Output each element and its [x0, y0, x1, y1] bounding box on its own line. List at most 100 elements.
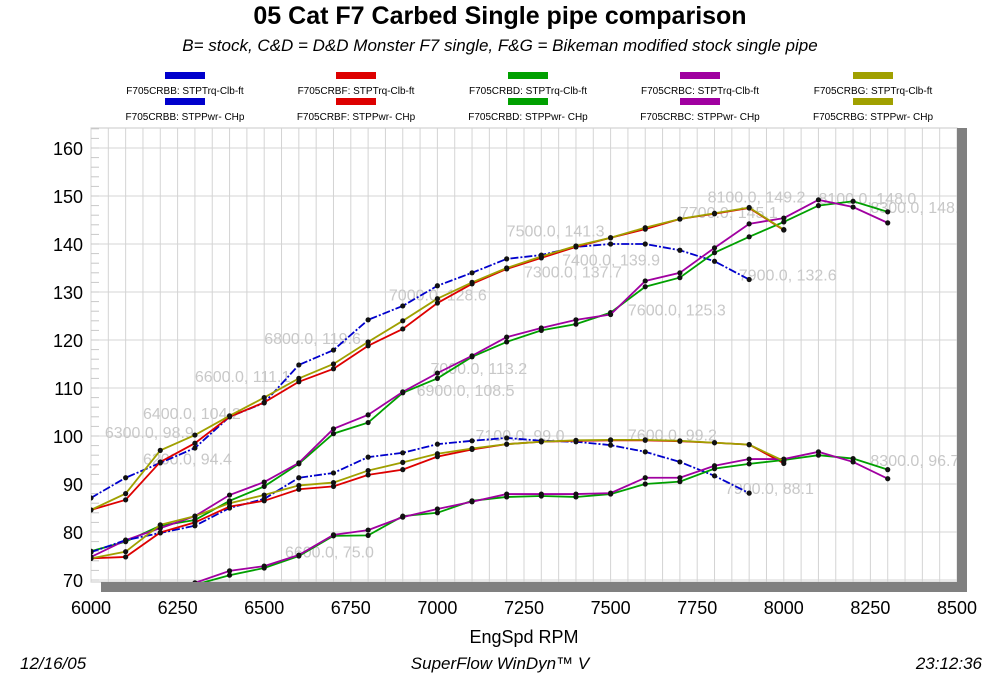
data-point	[330, 347, 337, 353]
data-point	[157, 522, 163, 528]
data-annotation: 7600.0, 125.3	[628, 303, 726, 320]
data-point	[226, 413, 233, 419]
data-point	[642, 284, 648, 290]
data-point	[192, 519, 198, 526]
data-point	[711, 245, 718, 251]
x-tick-label: 6250	[158, 598, 198, 618]
x-tick-label: 6500	[244, 598, 284, 618]
data-point	[123, 549, 129, 555]
data-point	[608, 437, 614, 443]
data-point	[850, 459, 856, 465]
data-point	[746, 461, 752, 467]
legend-swatch	[336, 98, 376, 105]
data-point	[642, 437, 648, 443]
data-point	[123, 554, 129, 560]
data-point	[746, 204, 752, 211]
data-point	[192, 440, 198, 446]
data-point	[434, 300, 440, 306]
frame-shadow-right	[957, 128, 967, 592]
data-point	[123, 537, 129, 543]
legend-label: F705CRBD: STPTrq-Clb-ft	[469, 86, 587, 97]
data-point	[677, 475, 683, 481]
data-point	[885, 220, 891, 226]
footer-time: 23:12:36	[915, 654, 982, 673]
data-point	[434, 451, 440, 457]
data-point	[434, 370, 440, 376]
data-point	[642, 241, 648, 247]
frame-shadow-bottom	[101, 582, 967, 592]
x-tick-label: 6000	[71, 598, 111, 618]
data-point	[781, 458, 787, 464]
x-tick-label: 7500	[591, 598, 631, 618]
data-point	[365, 467, 371, 474]
data-point	[815, 449, 822, 455]
data-point	[504, 334, 510, 340]
data-annotation: 8300.0, 148.9	[870, 200, 968, 217]
data-annotation: 8100.0, 148.0	[818, 191, 916, 208]
footer-date: 12/16/05	[20, 654, 87, 673]
data-point	[885, 467, 891, 473]
data-point	[469, 270, 475, 276]
data-point	[123, 491, 129, 497]
series-group	[91, 197, 891, 582]
data-point	[434, 283, 440, 289]
data-point	[573, 317, 579, 323]
chart-title: 05 Cat F7 Carbed Single pipe comparison	[253, 2, 747, 30]
legend-swatch	[853, 98, 893, 105]
data-point	[365, 317, 371, 323]
data-point	[192, 513, 198, 519]
data-point	[296, 486, 302, 492]
data-point	[330, 366, 337, 372]
data-point	[400, 303, 406, 309]
y-tick-label: 150	[53, 187, 83, 207]
data-point	[504, 435, 510, 441]
data-point	[885, 476, 891, 482]
y-tick-label: 100	[53, 427, 83, 447]
data-point	[711, 463, 718, 469]
data-point	[608, 442, 614, 448]
data-point	[815, 203, 822, 209]
data-point	[746, 456, 752, 462]
data-point	[365, 339, 371, 345]
legend-label: F705CRBF: STPTrq-Clb-ft	[298, 86, 415, 97]
data-point	[400, 389, 406, 395]
data-point	[469, 353, 475, 359]
data-point	[608, 490, 614, 496]
data-point	[91, 507, 94, 513]
data-point	[677, 459, 683, 465]
data-point	[296, 482, 302, 489]
data-point	[469, 499, 475, 505]
data-point	[504, 256, 510, 262]
data-annotation: 7300.0, 137.7	[524, 265, 622, 282]
data-annotation: 8300.0, 96.7	[870, 453, 959, 470]
data-annotation: 6900.0, 108.5	[417, 383, 515, 400]
x-tick-label: 8250	[850, 598, 890, 618]
data-point	[850, 198, 856, 204]
data-point	[123, 475, 129, 481]
x-tick-label: 6750	[331, 598, 371, 618]
series-line	[91, 243, 750, 499]
data-point	[642, 475, 648, 481]
data-point	[677, 275, 683, 281]
data-point	[677, 216, 683, 222]
data-point	[573, 243, 579, 249]
data-point	[365, 412, 371, 418]
data-point	[781, 219, 787, 225]
data-point	[746, 276, 752, 283]
data-point	[885, 209, 891, 215]
data-point	[192, 580, 198, 582]
data-point	[226, 572, 233, 578]
data-point	[608, 311, 614, 318]
series-line	[91, 200, 888, 553]
data-point	[608, 235, 614, 241]
legend-swatch	[165, 98, 205, 105]
data-point	[781, 227, 787, 233]
data-point	[157, 447, 163, 453]
data-annotation: 7700.0, 145.1	[680, 205, 778, 222]
legend-swatch	[508, 98, 548, 105]
data-point	[573, 491, 579, 497]
data-annotation: 7900.0, 88.1	[725, 481, 814, 498]
data-point	[434, 510, 440, 516]
data-annotation: 7500.0, 141.3	[507, 223, 605, 240]
